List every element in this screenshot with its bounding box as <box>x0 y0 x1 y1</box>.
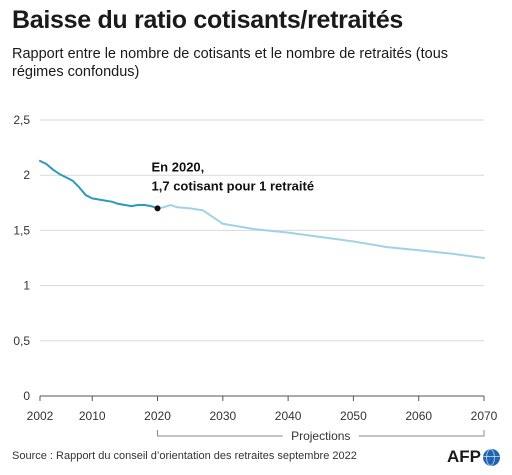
y-tick-label: 2,5 <box>13 113 30 127</box>
annotation-line-2: 1,7 cotisant pour 1 retraité <box>152 178 315 193</box>
x-tick-label: 2040 <box>275 409 302 423</box>
y-tick-label: 0 <box>23 389 30 403</box>
annotation: En 2020, 1,7 cotisant pour 1 retraité <box>152 159 315 212</box>
annotation-marker <box>154 205 161 212</box>
chart-title: Baisse du ratio cotisants/retraités <box>12 6 404 34</box>
afp-logo: AFP <box>447 447 500 467</box>
x-tick-label: 2020 <box>144 409 171 423</box>
annotation-line-1: En 2020, <box>152 159 205 174</box>
y-tick-label: 2 <box>23 168 30 182</box>
afp-logo-text: AFP <box>447 447 481 466</box>
x-tick-label: 2070 <box>471 409 498 423</box>
series-lines <box>39 159 485 259</box>
y-axis-ticks: 0 0,5 1 1,5 2 2,5 <box>13 113 30 403</box>
x-tick-label: 2060 <box>405 409 432 423</box>
observed-series-line <box>39 159 159 210</box>
projections-label-bg <box>282 428 359 442</box>
x-tick-label: 2030 <box>209 409 236 423</box>
projection-bracket: Projections <box>157 428 485 443</box>
y-tick-label: 0,5 <box>13 334 30 348</box>
source-note: Source : Rapport du conseil d’orientatio… <box>12 450 357 462</box>
x-tick-label: 2050 <box>340 409 367 423</box>
projection-series-line <box>156 204 485 259</box>
chart-subtitle: Rapport entre le nombre de cotisants et … <box>12 46 449 80</box>
y-tick-label: 1 <box>23 279 30 293</box>
x-axis-ticks: 2002 2010 2020 2030 2040 2050 2060 2070 <box>27 396 498 423</box>
globe-icon <box>483 448 500 466</box>
y-tick-label: 1,5 <box>13 223 30 237</box>
grid-lines <box>40 119 484 397</box>
projections-label: Projections <box>291 429 350 443</box>
x-tick-label: 2002 <box>27 409 54 423</box>
x-tick-label: 2010 <box>79 409 106 423</box>
